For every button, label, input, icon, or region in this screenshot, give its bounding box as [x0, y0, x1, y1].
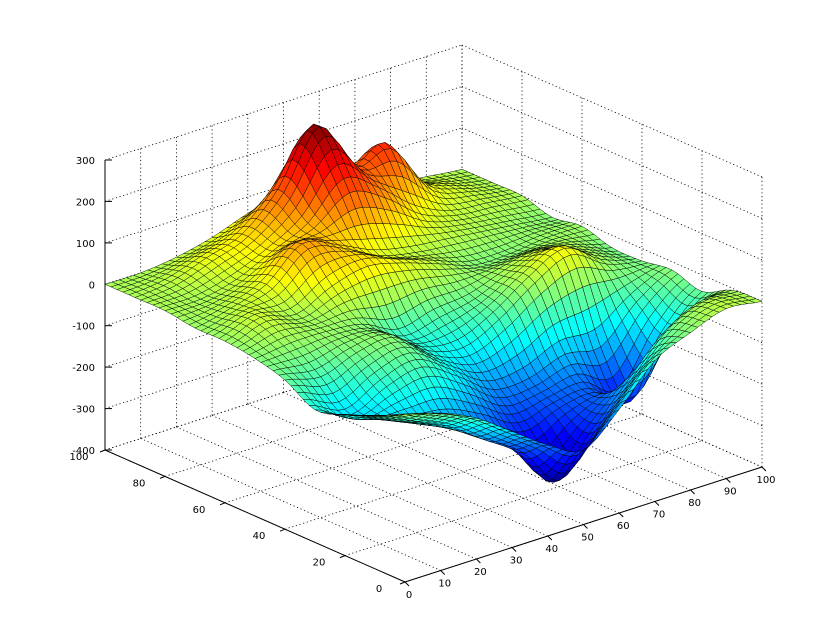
- y-tick-label: 20: [313, 558, 326, 569]
- x-tick-label: 90: [724, 487, 737, 498]
- z-tick-label: -200: [72, 363, 95, 374]
- floor-grid-line: [283, 392, 584, 525]
- y-tick-mark: [399, 581, 406, 585]
- x-tick-label: 0: [406, 590, 412, 601]
- x-tick-mark: [511, 547, 517, 552]
- z-tick-label: -400: [72, 446, 95, 457]
- surface-patch: [398, 413, 413, 417]
- z-tick-label: -300: [72, 405, 95, 416]
- side-wall-grid-line: [461, 86, 763, 219]
- side-wall-grid-line: [461, 168, 763, 302]
- floor-grid-line: [211, 415, 513, 548]
- surface-mesh: [104, 123, 763, 483]
- y-tick-mark: [159, 475, 166, 479]
- back-wall-grid-line: [104, 44, 463, 161]
- x-tick-mark: [476, 558, 481, 564]
- x-tick-mark: [654, 501, 660, 506]
- x-tick-label: 50: [581, 533, 594, 544]
- x-tick-label: 40: [545, 544, 558, 555]
- y-tick-label: 40: [253, 531, 266, 542]
- x-tick-label: 10: [438, 579, 451, 590]
- tick-labels: 0102030405060708090100020406080100-400-3…: [69, 156, 775, 601]
- x-tick-mark: [690, 489, 695, 495]
- floor-grid-line: [247, 403, 548, 537]
- x-tick-mark: [547, 535, 553, 541]
- x-tick-mark: [761, 466, 767, 472]
- back-wall-grid-line: [104, 127, 463, 244]
- x-tick-label: 30: [510, 556, 523, 567]
- floor-grid-line: [140, 438, 441, 571]
- floor-grid-line: [176, 426, 477, 560]
- x-tick-label: 60: [617, 521, 630, 532]
- y-tick-label: 0: [376, 584, 382, 595]
- y-tick-mark: [99, 449, 106, 453]
- y-tick-label: 60: [193, 505, 206, 516]
- floor-grid-line: [344, 440, 703, 556]
- z-tick-label: -100: [72, 322, 95, 333]
- x-tick-label: 100: [756, 475, 775, 486]
- x-tick-mark: [404, 581, 410, 587]
- x-tick-mark: [725, 478, 731, 483]
- z-tick-label: 200: [76, 197, 95, 208]
- axes-lines: [99, 159, 767, 587]
- z-tick-label: 100: [76, 239, 95, 250]
- y-tick-mark: [279, 528, 286, 532]
- side-wall-grid-line: [461, 44, 763, 178]
- x-tick-mark: [440, 570, 446, 575]
- z-tick-label: 0: [89, 280, 95, 291]
- x-tick-label: 70: [653, 510, 666, 521]
- y-tick-label: 100: [69, 452, 88, 463]
- y-tick-mark: [339, 555, 346, 559]
- side-wall-grid-line: [461, 127, 763, 261]
- y-tick-mark: [219, 502, 226, 506]
- back-wall-grid-line: [104, 86, 463, 202]
- x-tick-label: 80: [688, 498, 701, 509]
- x-tick-label: 20: [474, 567, 487, 578]
- z-tick-label: 300: [76, 156, 95, 167]
- y-tick-label: 80: [133, 478, 146, 489]
- x-tick-mark: [583, 524, 588, 529]
- floor-grid-line: [319, 380, 620, 514]
- y-axis-line: [104, 449, 406, 583]
- x-tick-mark: [618, 512, 624, 518]
